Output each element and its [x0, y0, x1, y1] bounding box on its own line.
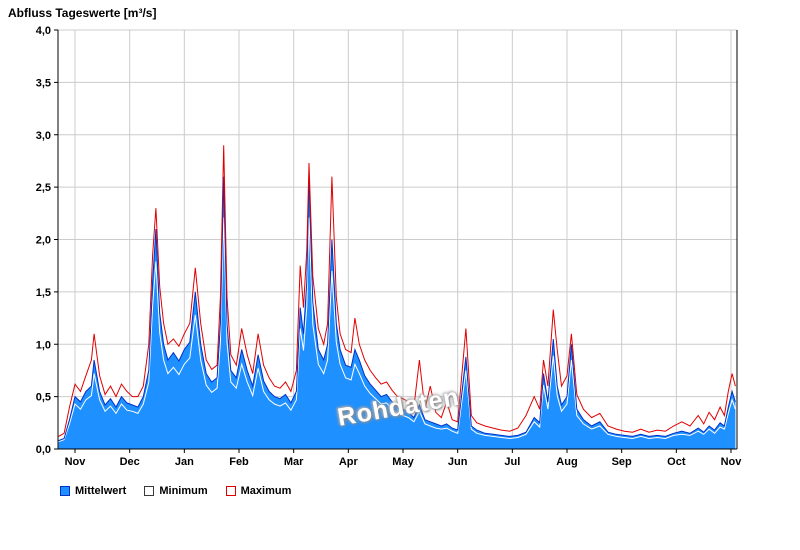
x-tick-label: Sep: [612, 456, 632, 468]
x-tick-label: Apr: [339, 456, 359, 468]
mean-swatch-icon: [60, 486, 70, 496]
y-tick-label: 2,0: [36, 235, 51, 247]
y-tick-label: 3,5: [36, 77, 51, 89]
series-mittelwert-edge: [58, 176, 736, 442]
chart-title: Abfluss Tageswerte [m³/s]: [8, 6, 157, 20]
x-tick-label: Nov: [721, 456, 743, 468]
x-tick-label: Nov: [65, 456, 87, 468]
x-tick-label: Jun: [448, 456, 468, 468]
y-tick-label: 2,5: [36, 182, 51, 194]
min-swatch-icon: [144, 486, 155, 496]
series-mittelwert-area: [58, 176, 736, 449]
legend-label-mittelwert: Mittelwert: [75, 485, 127, 497]
x-tick-label: Dec: [120, 456, 140, 468]
x-tick-label: Jul: [504, 456, 520, 468]
max-swatch-icon: [225, 486, 236, 496]
legend-label-maximum: Maximum: [240, 485, 292, 497]
legend-item-mittelwert: Mittelwert: [60, 485, 126, 497]
legend-label-minimum: Minimum: [159, 485, 208, 497]
x-tick-label: Feb: [229, 456, 249, 468]
y-tick-label: 1,0: [36, 339, 51, 351]
x-tick-label: Mar: [284, 456, 304, 468]
legend-item-minimum: Minimum: [144, 485, 208, 497]
x-tick-label: Aug: [556, 456, 577, 468]
x-tick-label: Jan: [175, 456, 194, 468]
y-tick-label: 3,0: [36, 130, 51, 142]
series-minimum-line: [58, 217, 736, 443]
y-tick-label: 0,5: [36, 392, 51, 404]
series-maximum-line: [58, 145, 736, 437]
legend: Mittelwert Minimum Maximum: [60, 485, 291, 497]
y-tick-label: 1,5: [36, 287, 51, 299]
y-tick-label: 4,0: [36, 25, 51, 37]
x-tick-label: Oct: [667, 456, 686, 468]
x-tick-label: May: [392, 456, 414, 468]
y-tick-label: 0,0: [36, 444, 51, 456]
legend-item-maximum: Maximum: [225, 485, 292, 497]
